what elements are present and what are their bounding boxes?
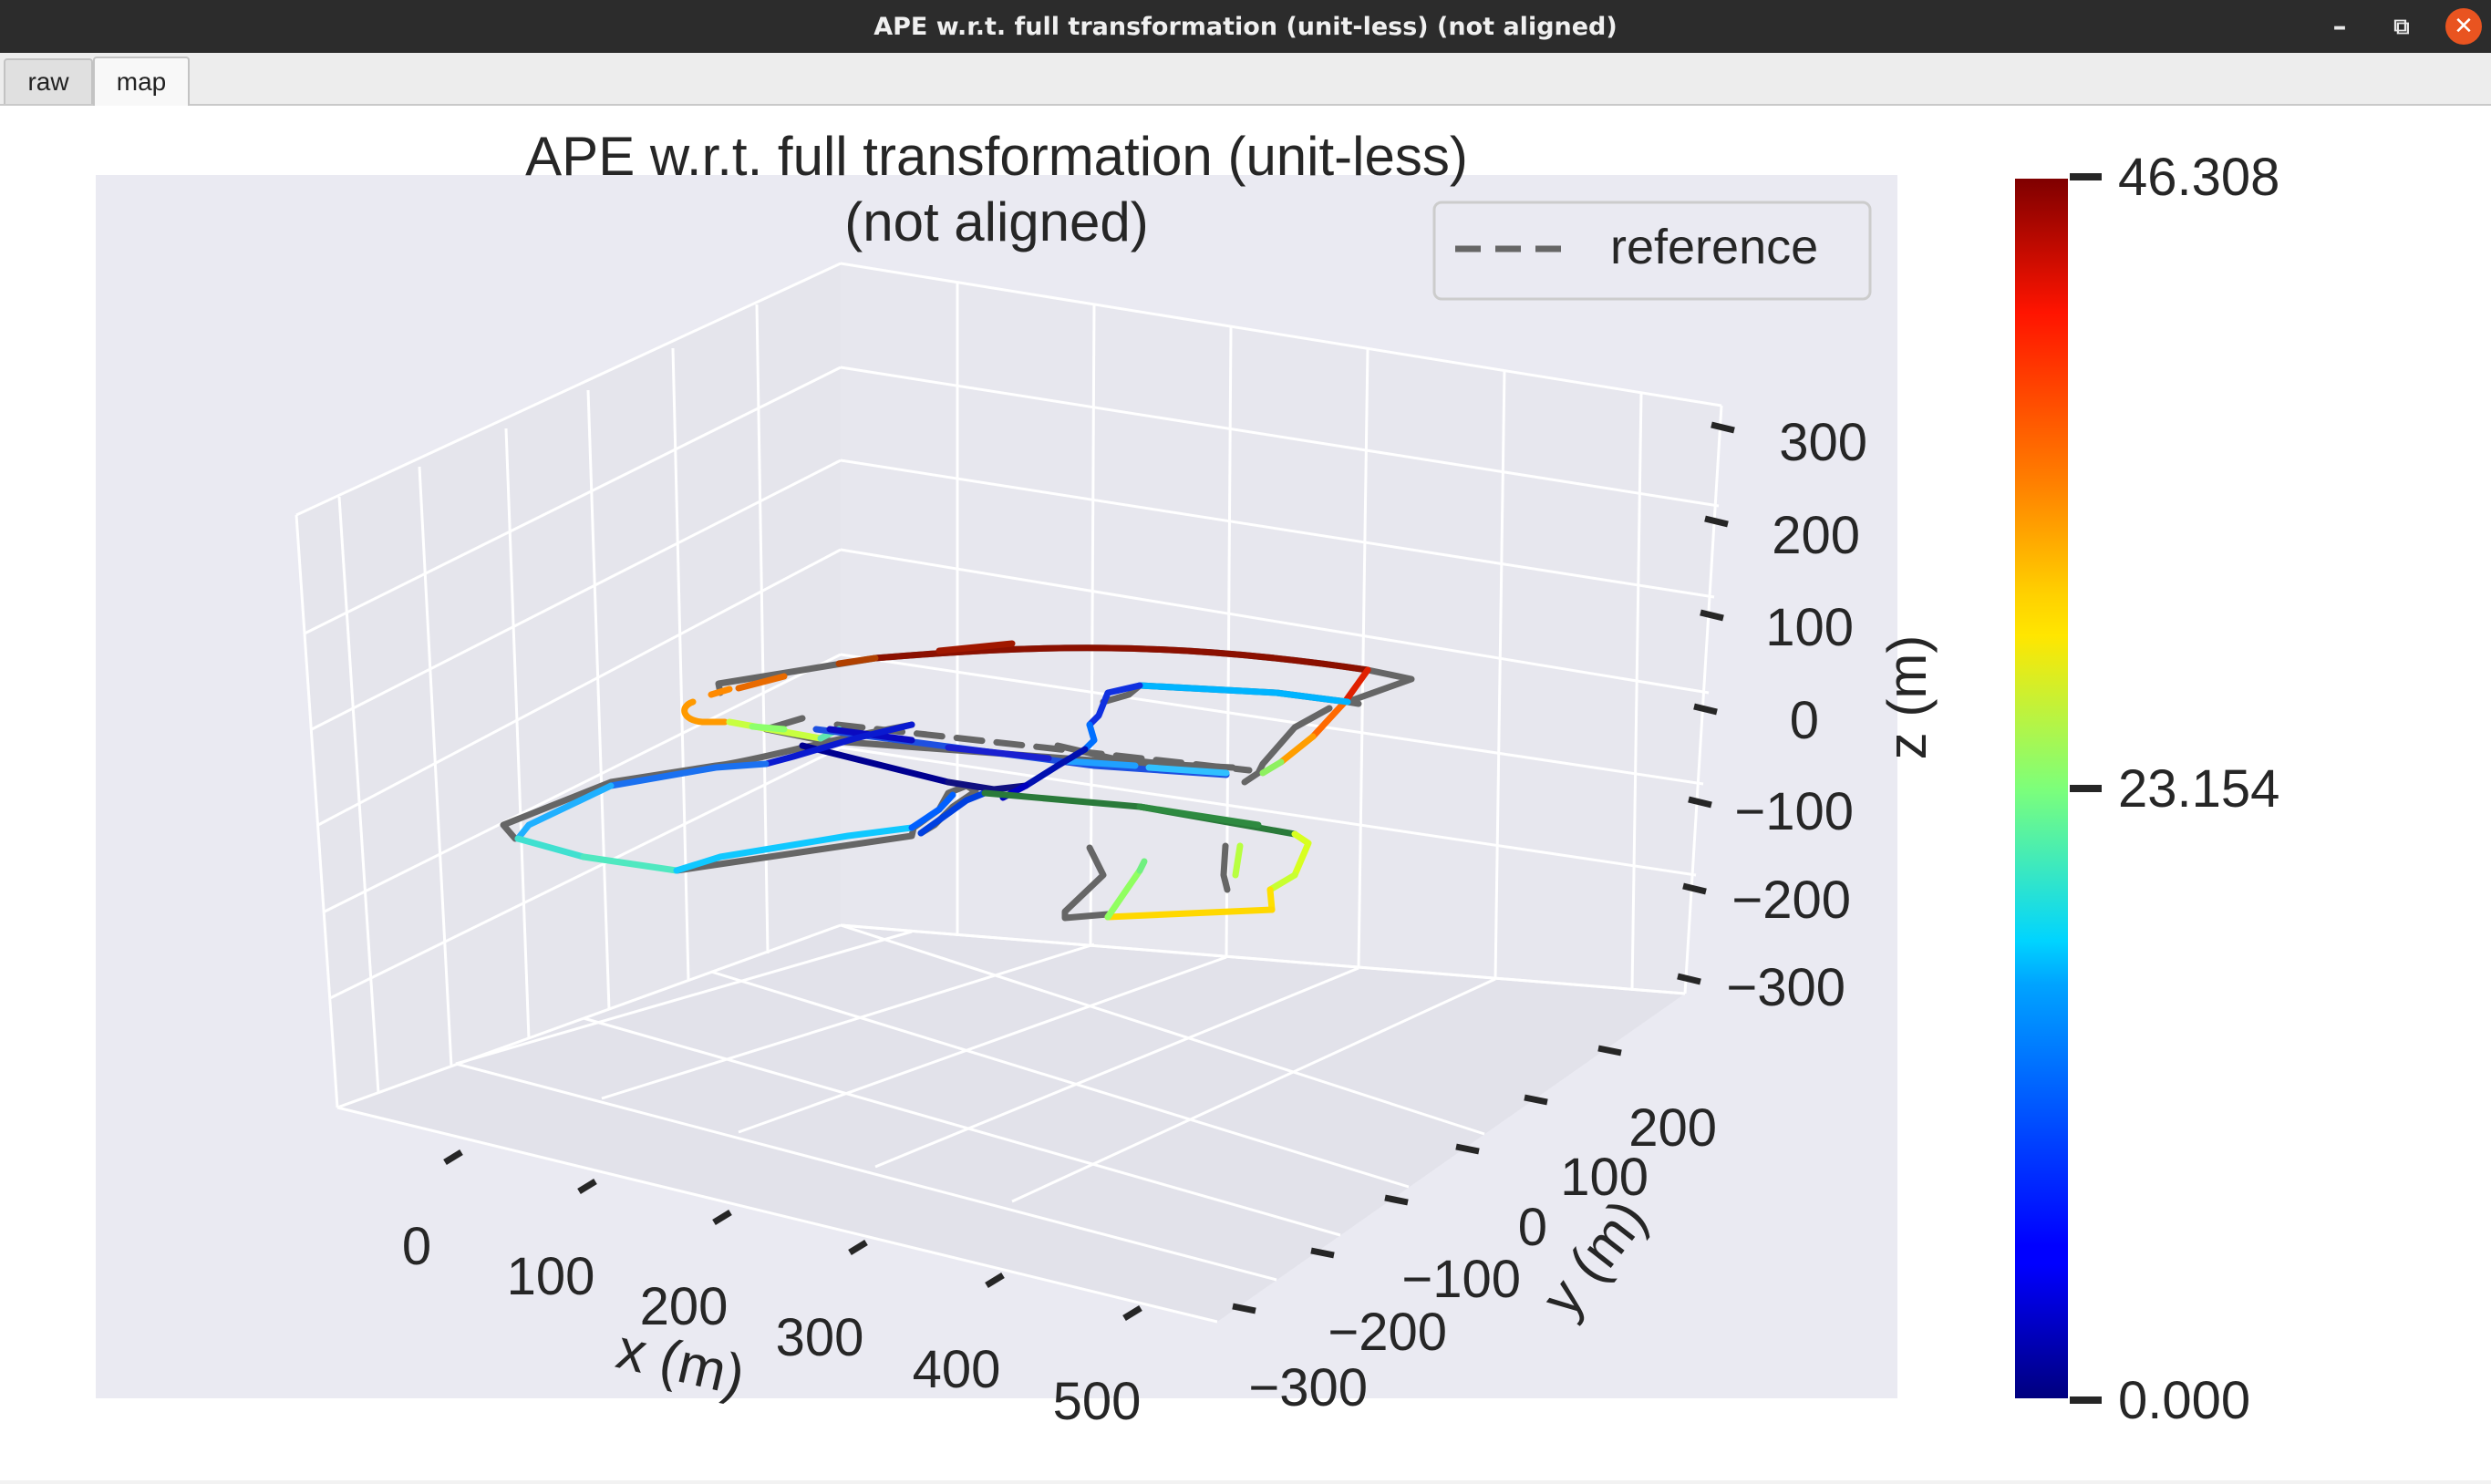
- colorbar: 46.308 23.154 0.000: [2015, 148, 2279, 1430]
- z-axis-tick-labels: 300 200 100 0 −100 −200 −300: [1726, 413, 1867, 1017]
- plot-svg: reference APE w.r.t. full transformation…: [96, 126, 2279, 1431]
- z-axis-label: z (m): [1876, 635, 1938, 760]
- y-tick-label: −300: [1248, 1358, 1368, 1417]
- x-tick-label: 0: [402, 1217, 431, 1276]
- x-axis-ticks: [443, 1149, 1142, 1321]
- window-title: APE w.r.t. full transformation (unit-les…: [873, 12, 1618, 41]
- z-tick-label: −300: [1726, 958, 1845, 1017]
- reference-dashed-line: [833, 721, 1253, 774]
- legend-box: [1432, 201, 1872, 301]
- colorbar-ticks: [2070, 173, 2102, 1404]
- z-tick-label: 200: [1772, 506, 1860, 565]
- estimated-trajectory-colored: [514, 640, 1371, 921]
- z-tick-label: 300: [1779, 413, 1867, 472]
- z-tick-label: 100: [1765, 598, 1854, 657]
- y-tick-label: −200: [1328, 1303, 1447, 1362]
- colorbar-max-label: 46.308: [2118, 148, 2279, 207]
- maximize-icon[interactable]: ⧉: [2393, 14, 2410, 39]
- y-tick-label: 0: [1518, 1198, 1547, 1257]
- back-pane: [841, 263, 1721, 994]
- plot-title-line2: (not aligned): [844, 191, 1149, 252]
- tab-raw[interactable]: raw: [4, 58, 93, 104]
- x-tick-label: 100: [507, 1247, 595, 1306]
- left-pane: [296, 263, 841, 1108]
- colorbar-min-label: 0.000: [2118, 1371, 2250, 1430]
- plot-title: APE w.r.t. full transformation (unit-les…: [525, 126, 1468, 252]
- x-tick-label: 400: [913, 1340, 1001, 1399]
- window-titlebar: APE w.r.t. full transformation (unit-les…: [0, 0, 2491, 53]
- y-axis-tick-labels: 200 100 0 −100 −200 −300: [1248, 1098, 1717, 1417]
- legend-reference-label: reference: [1610, 220, 1818, 274]
- x-axis-tick-labels: 0 100 200 300 400 500: [402, 1217, 1142, 1431]
- colorbar-mid-label: 23.154: [2118, 759, 2279, 819]
- plot-title-line1: APE w.r.t. full transformation (unit-les…: [525, 126, 1468, 187]
- x-tick-label: 300: [776, 1308, 864, 1367]
- figure-canvas: reference APE w.r.t. full transformation…: [0, 106, 2491, 1480]
- minimize-icon[interactable]: –: [2332, 10, 2347, 43]
- z-tick-label: −200: [1731, 871, 1851, 930]
- tab-raw-label: raw: [27, 67, 69, 96]
- trajectory-paths: [500, 640, 1415, 922]
- y-tick-label: 100: [1560, 1148, 1649, 1207]
- z-tick-label: 0: [1790, 691, 1819, 750]
- z-tick-label: −100: [1734, 782, 1854, 841]
- z-axis-ticks: [1677, 421, 1735, 985]
- y-axis-ticks: [1232, 1045, 1622, 1314]
- close-icon: ✕: [2445, 8, 2482, 45]
- colorbar-gradient: [2015, 179, 2068, 1398]
- tab-bar: raw map: [0, 53, 2491, 106]
- legend: reference: [1432, 201, 1872, 301]
- tab-map-label: map: [116, 67, 167, 96]
- y-tick-label: −100: [1401, 1250, 1521, 1309]
- grid-lines: [295, 262, 1723, 1324]
- tab-map[interactable]: map: [93, 57, 190, 106]
- floor-pane: [337, 925, 1685, 1322]
- x-axis: 0 100 200 300 400 500 x (m): [402, 1149, 1142, 1431]
- colorbar-tick-labels: 46.308 23.154 0.000: [2118, 148, 2279, 1430]
- x-tick-label: 200: [640, 1277, 729, 1336]
- z-axis: 300 200 100 0 −100 −200 −300 z (m): [1677, 413, 1938, 1017]
- close-button[interactable]: ✕: [2436, 0, 2491, 53]
- y-tick-label: 200: [1628, 1098, 1717, 1158]
- x-tick-label: 500: [1053, 1372, 1142, 1431]
- axis-panes: [296, 263, 1721, 1322]
